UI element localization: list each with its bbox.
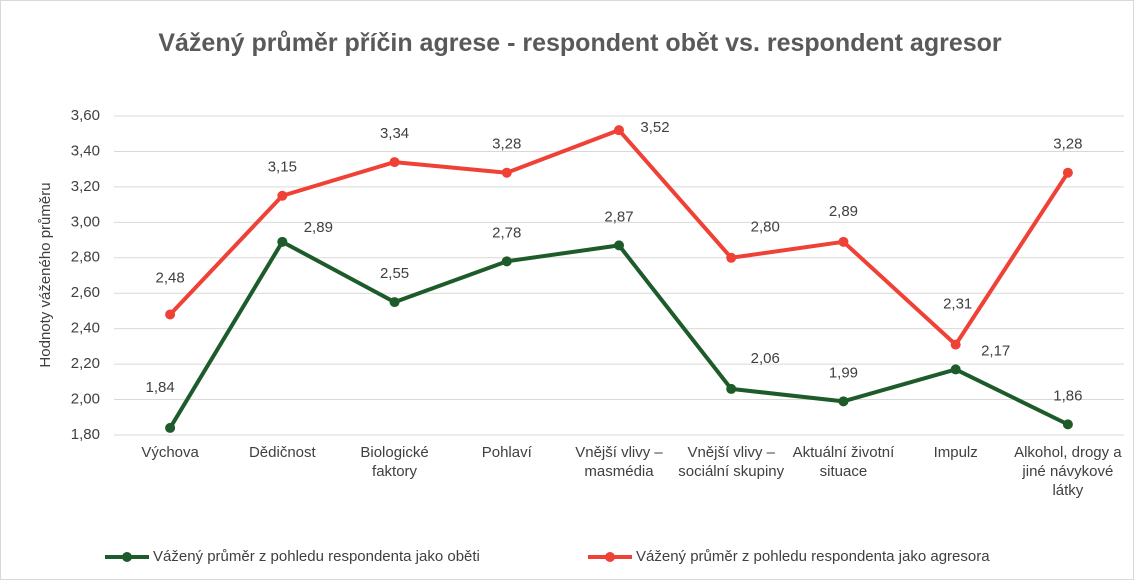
x-tick-label: Vnější vlivy – masmédia: [575, 444, 663, 480]
data-label: 1,86: [1053, 387, 1082, 404]
data-point: [389, 157, 400, 168]
y-tick-label: 2,00: [71, 391, 100, 408]
data-point: [726, 383, 737, 394]
data-point: [950, 339, 961, 350]
x-tick-label: Dědičnost: [248, 444, 316, 461]
legend-marker: [605, 552, 615, 562]
x-tick-label: Alkohol, drogy a jiné návykové látky: [1014, 444, 1122, 499]
data-point: [614, 240, 624, 251]
x-tick-label: Vnější vlivy – sociální skupiny: [678, 444, 785, 480]
y-tick-label: 2,40: [71, 320, 100, 337]
data-point: [501, 256, 512, 267]
chart-title: Vážený průměr příčin agrese - respondent…: [158, 29, 1002, 57]
data-label: 2,89: [304, 219, 333, 236]
data-point: [1062, 419, 1073, 430]
y-axis-label: Hodnoty váženého průměru: [37, 182, 54, 367]
legend-label: Vážený průměr z pohledu respondenta jako…: [153, 548, 480, 565]
x-tick-label: Výchova: [141, 444, 199, 461]
data-point: [277, 236, 288, 247]
data-label: 2,87: [604, 208, 633, 225]
data-point: [277, 190, 288, 201]
y-tick-label: 2,60: [71, 284, 100, 301]
data-label: 2,31: [943, 296, 972, 313]
data-point: [726, 252, 737, 263]
data-label: 3,15: [268, 159, 297, 176]
legend-marker: [122, 552, 132, 562]
y-tick-label: 3,60: [71, 107, 100, 124]
x-tick-label: Pohlaví: [481, 444, 532, 461]
x-tick-label: Biologické faktory: [360, 444, 429, 480]
data-label: 3,52: [640, 119, 669, 136]
data-point: [389, 297, 400, 308]
y-tick-label: 3,40: [71, 142, 100, 159]
x-tick-label: Impulz: [933, 444, 978, 461]
data-point: [838, 396, 849, 407]
y-tick-label: 3,00: [71, 213, 100, 230]
data-label: 2,80: [751, 219, 780, 236]
data-point: [165, 309, 176, 320]
data-label: 2,06: [751, 350, 780, 367]
data-point: [1062, 167, 1073, 178]
data-label: 2,17: [981, 342, 1010, 359]
data-label: 1,99: [829, 364, 858, 381]
data-point: [614, 125, 624, 136]
data-point: [838, 236, 849, 247]
y-tick-label: 2,20: [71, 355, 100, 372]
data-label: 3,28: [1053, 136, 1082, 153]
data-label: 2,55: [380, 265, 409, 282]
data-label: 2,89: [829, 203, 858, 220]
data-label: 1,84: [146, 379, 175, 396]
data-point: [165, 422, 176, 433]
data-label: 3,28: [492, 136, 521, 153]
y-tick-label: 1,80: [71, 426, 100, 443]
series-line: [168, 128, 1070, 347]
data-point: [950, 364, 961, 375]
data-point: [501, 167, 512, 178]
data-label: 2,48: [156, 269, 185, 286]
y-tick-label: 3,20: [71, 178, 100, 195]
data-label: 3,34: [380, 125, 409, 142]
data-label: 2,78: [492, 224, 521, 241]
x-tick-label: Aktuální životní situace: [792, 444, 895, 480]
legend-label: Vážený průměr z pohledu respondenta jako…: [636, 548, 990, 565]
y-tick-label: 2,80: [71, 249, 100, 266]
